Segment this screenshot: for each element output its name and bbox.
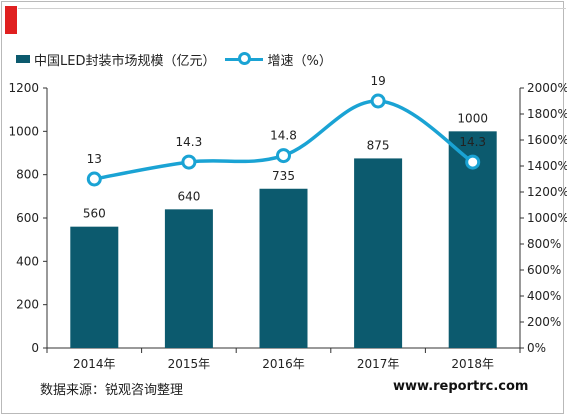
right-tick-label: 1800% xyxy=(527,107,567,121)
chart-legend: 中国LED封装市场规模（亿元） 增速（%） xyxy=(16,49,332,69)
bar-value-label: 1000 xyxy=(457,111,488,125)
legend-line-swatch xyxy=(225,52,264,65)
bar xyxy=(259,188,308,348)
line-marker xyxy=(370,93,386,109)
legend-line-label: 增速（%） xyxy=(267,53,332,69)
right-tick-label: 600% xyxy=(527,263,561,277)
line-value-label: 19 xyxy=(370,74,385,88)
x-tick-label: 2016年 xyxy=(262,357,305,371)
right-tick-label: 1000% xyxy=(527,211,567,225)
x-tick-label: 2014年 xyxy=(73,357,116,371)
bar-value-label: 560 xyxy=(83,207,106,221)
title-accent-bar xyxy=(5,6,17,34)
line-marker xyxy=(465,154,481,170)
line-marker xyxy=(181,154,197,170)
x-tick-label: 2018年 xyxy=(451,357,494,371)
right-tick-label: 400% xyxy=(527,289,561,303)
right-tick-label: 1400% xyxy=(527,159,567,173)
website-url: www.reportrc.com xyxy=(393,379,529,394)
line-value-label: 14.8 xyxy=(270,129,297,143)
right-tick-label: 200% xyxy=(527,315,561,329)
bar xyxy=(70,226,119,348)
right-tick-label: 2000% xyxy=(527,81,567,95)
line-value-label: 13 xyxy=(87,152,102,166)
bar-value-label: 640 xyxy=(177,189,200,203)
right-tick-label: 800% xyxy=(527,237,561,251)
left-tick-label: 600 xyxy=(16,211,39,225)
right-tick-label: 0% xyxy=(527,341,546,355)
left-tick-label: 200 xyxy=(16,298,39,312)
left-tick-label: 1000 xyxy=(8,124,39,138)
bar xyxy=(354,158,403,348)
legend-bar-swatch xyxy=(16,55,30,63)
bar xyxy=(164,209,213,348)
line-marker xyxy=(86,171,102,187)
left-tick-label: 1200 xyxy=(8,81,39,95)
right-tick-label: 1600% xyxy=(527,133,567,147)
line-value-label: 14.3 xyxy=(176,135,203,149)
x-tick-label: 2015年 xyxy=(168,357,211,371)
bar-value-label: 735 xyxy=(272,169,295,183)
left-tick-label: 0 xyxy=(31,341,39,355)
x-tick-label: 2017年 xyxy=(357,357,400,371)
line-marker xyxy=(276,148,291,164)
header-divider xyxy=(18,8,566,9)
left-tick-label: 400 xyxy=(16,254,39,268)
left-tick-label: 800 xyxy=(16,168,39,182)
legend-bar-label: 中国LED封装市场规模（亿元） xyxy=(34,53,216,69)
right-tick-label: 1200% xyxy=(527,185,567,199)
bar-value-label: 875 xyxy=(367,138,390,152)
data-source: 数据来源：锐观咨询整理 xyxy=(40,383,184,398)
line-value-label: 14.3 xyxy=(459,135,486,149)
